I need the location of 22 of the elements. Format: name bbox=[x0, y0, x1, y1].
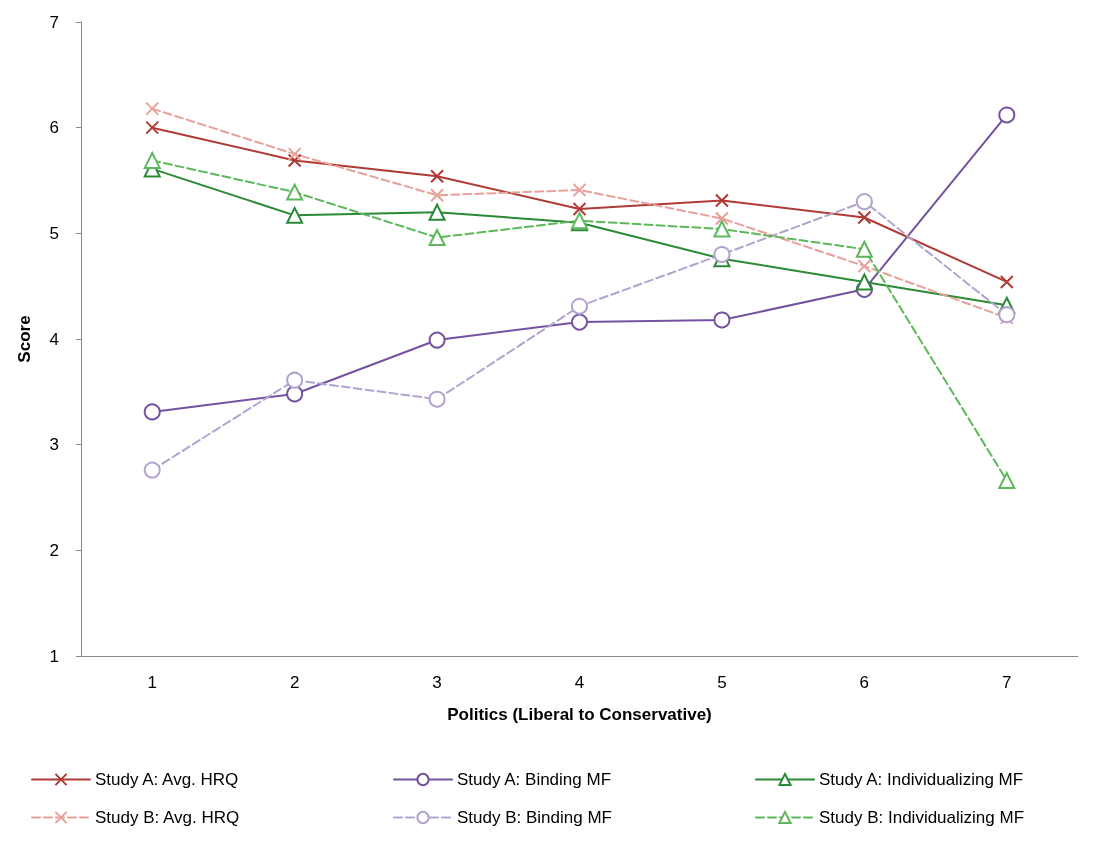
y-tick-label: 1 bbox=[49, 646, 59, 666]
legend-label: Study A: Individualizing MF bbox=[819, 770, 1024, 789]
legend-label: Study B: Binding MF bbox=[457, 808, 612, 827]
x-tick-label: 6 bbox=[859, 673, 870, 692]
x-tick-label: 1 bbox=[147, 673, 157, 692]
legend-label: Study B: Individualizing MF bbox=[819, 808, 1025, 827]
x-tick-label: 2 bbox=[289, 673, 300, 692]
x-tick-label: 5 bbox=[717, 673, 727, 692]
legend-label: Study A: Binding MF bbox=[457, 770, 612, 789]
y-axis-title: Score bbox=[15, 315, 34, 363]
x-tick-label: 4 bbox=[574, 673, 585, 692]
x-axis-title: Politics (Liberal to Conservative) bbox=[447, 705, 712, 724]
legend-label: Study A: Avg. HRQ bbox=[95, 770, 239, 789]
y-tick-label: 3 bbox=[49, 435, 59, 455]
y-tick-label: 4 bbox=[49, 329, 59, 349]
y-tick-label: 5 bbox=[49, 223, 59, 243]
x-tick-label: 3 bbox=[432, 673, 442, 692]
y-tick-label: 7 bbox=[49, 12, 59, 32]
y-tick-label: 6 bbox=[49, 118, 59, 138]
x-tick-label: 7 bbox=[1002, 673, 1012, 692]
legend-label: Study B: Avg. HRQ bbox=[95, 808, 240, 827]
y-tick-label: 2 bbox=[49, 540, 59, 560]
